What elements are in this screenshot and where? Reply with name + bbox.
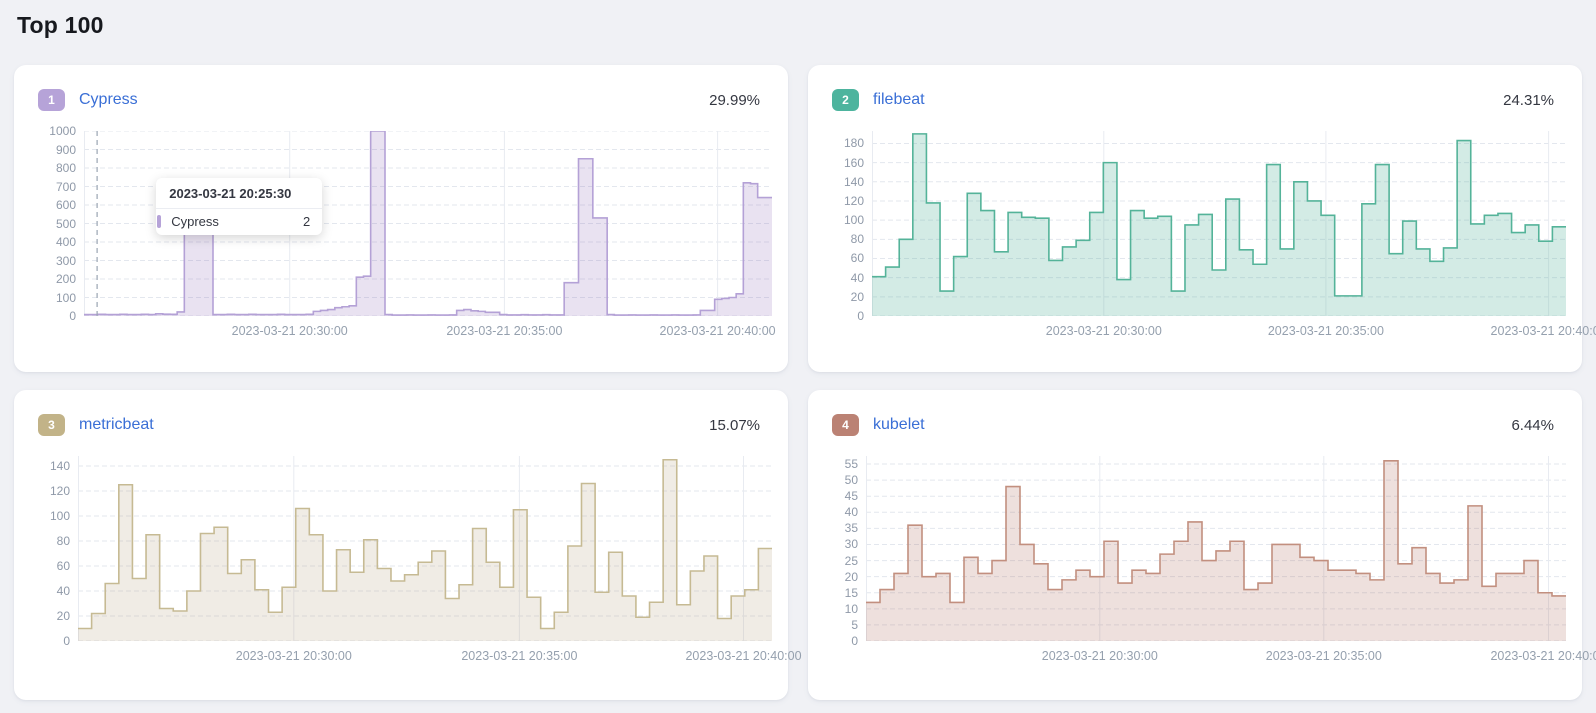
panel-header: 4 kubelet 6.44% — [832, 414, 1566, 436]
chart-panel-filebeat: 2 filebeat 24.31% 0 20 40 60 80 100 120 140 160 1… — [808, 65, 1596, 372]
chart-plot[interactable] — [866, 456, 1566, 641]
chart-panel-cypress: 1 Cypress 29.99% 0 100 200 300 400 500 600 700 8… — [14, 65, 788, 372]
y-axis: 0 20 40 60 80 100 120 140 160 180 — [832, 131, 872, 323]
chart-plot[interactable] — [78, 456, 772, 641]
y-axis: 0 100 200 300 400 500 600 700 800 900 1000 — [38, 124, 84, 323]
y-axis-label: 120 — [49, 484, 70, 498]
dashboard-grid: 1 Cypress 29.99% 0 100 200 300 400 500 600 700 8… — [14, 65, 1596, 700]
x-axis-label: 2023-03-21 20:35:00 — [1267, 324, 1384, 338]
chart-panel-metricbeat: 3 metricbeat 15.07% 0 20 40 60 80 100 120 140 2… — [14, 390, 802, 700]
y-axis-label: 0 — [857, 309, 864, 323]
y-axis-label: 0 — [851, 634, 858, 648]
y-axis: 0 5 10 15 20 25 30 35 40 45 50 55 — [832, 456, 866, 648]
y-axis-label: 40 — [844, 505, 858, 520]
y-axis-label: 10 — [844, 601, 858, 616]
percent-value: 29.99% — [709, 91, 760, 109]
series-link[interactable]: filebeat — [873, 91, 925, 108]
y-axis-label: 140 — [843, 174, 864, 189]
x-axis-label: 2023-03-21 20:30:00 — [231, 324, 348, 338]
chart-plot[interactable]: 2023-03-21 20:25:30 Cypress 2 — [84, 131, 772, 316]
tooltip-series-name: Cypress — [171, 214, 219, 229]
x-axis-label: 2023-03-21 20:40:00 — [1490, 324, 1596, 338]
panel-header: 3 metricbeat 15.07% — [38, 414, 772, 436]
y-axis-label: 55 — [844, 457, 858, 472]
series-link[interactable]: Cypress — [79, 91, 138, 108]
y-axis-label: 1000 — [49, 124, 76, 138]
y-axis-label: 40 — [850, 270, 864, 285]
y-axis-label: 160 — [843, 155, 864, 170]
chart-canvas — [78, 456, 772, 641]
chart-canvas — [866, 456, 1566, 641]
y-axis-label: 800 — [55, 161, 76, 175]
x-axis-label: 2023-03-21 20:30:00 — [1045, 324, 1162, 338]
rank-badge: 1 — [38, 89, 65, 111]
y-axis-label: 0 — [69, 309, 76, 323]
y-axis-label: 20 — [56, 609, 70, 623]
page-title: Top 100 — [17, 12, 104, 38]
tooltip-series-swatch — [157, 215, 162, 228]
y-axis-label: 80 — [56, 534, 70, 548]
y-axis: 0 20 40 60 80 100 120 140 — [38, 456, 78, 648]
x-axis-label: 2023-03-21 20:35:00 — [446, 324, 563, 338]
y-axis-label: 900 — [55, 142, 76, 157]
y-axis-label: 100 — [843, 213, 864, 228]
tooltip-series-row: Cypress 2 — [156, 209, 322, 235]
panel-header: 1 Cypress 29.99% — [38, 89, 772, 111]
chart-tooltip: 2023-03-21 20:25:30 Cypress 2 — [156, 178, 323, 235]
y-axis-label: 140 — [49, 459, 70, 473]
y-axis-label: 100 — [49, 509, 70, 523]
x-axis: 2023-03-21 20:30:00 2023-03-21 20:35:00 20… — [872, 316, 1596, 342]
chart-plot[interactable] — [872, 131, 1566, 316]
x-axis-label: 2023-03-21 20:30:00 — [235, 649, 352, 663]
tooltip-timestamp: 2023-03-21 20:25:30 — [156, 178, 323, 209]
y-axis-label: 300 — [55, 253, 76, 268]
y-axis-label: 20 — [844, 569, 858, 584]
tooltip-series-value: 2 — [303, 214, 311, 229]
y-axis-label: 50 — [844, 473, 858, 488]
percent-value: 15.07% — [709, 416, 760, 434]
series-link[interactable]: kubelet — [873, 416, 925, 433]
x-axis-label: 2023-03-21 20:30:00 — [1041, 649, 1158, 663]
x-axis-label: 2023-03-21 20:40:00 — [659, 324, 776, 338]
x-axis-label: 2023-03-21 20:35:00 — [461, 649, 578, 663]
y-axis-label: 60 — [850, 251, 864, 266]
percent-value: 24.31% — [1503, 91, 1554, 109]
x-axis: 2023-03-21 20:30:00 2023-03-21 20:35:00 20… — [78, 641, 802, 667]
series-link[interactable]: metricbeat — [79, 416, 154, 433]
x-axis-label: 2023-03-21 20:40:00 — [1490, 649, 1596, 663]
y-axis-label: 80 — [850, 232, 864, 247]
y-axis-label: 100 — [55, 290, 76, 305]
x-axis: 2023-03-21 20:30:00 2023-03-21 20:35:00 20… — [866, 641, 1596, 667]
y-axis-label: 200 — [55, 272, 76, 286]
y-axis-label: 35 — [844, 521, 858, 536]
x-axis-label: 2023-03-21 20:40:00 — [685, 649, 802, 663]
panel-header: 2 filebeat 24.31% — [832, 89, 1566, 111]
x-axis: 2023-03-21 20:30:00 2023-03-21 20:35:00 20… — [84, 316, 776, 342]
y-axis-label: 500 — [55, 216, 76, 231]
y-axis-label: 700 — [55, 179, 76, 194]
y-axis-label: 0 — [63, 634, 70, 648]
chart-panel-kubelet: 4 kubelet 6.44% 0 5 10 15 20 25 30 35 40 45 50 55 2… — [808, 390, 1596, 700]
y-axis-label: 30 — [844, 537, 858, 552]
y-axis-label: 5 — [851, 617, 858, 632]
rank-badge: 2 — [832, 89, 859, 111]
rank-badge: 3 — [38, 414, 65, 436]
y-axis-label: 120 — [843, 193, 864, 208]
x-axis-label: 2023-03-21 20:35:00 — [1265, 649, 1382, 663]
chart-canvas — [872, 131, 1566, 316]
y-axis-label: 600 — [55, 198, 76, 212]
y-axis-label: 25 — [844, 553, 858, 568]
y-axis-label: 400 — [55, 235, 76, 249]
rank-badge: 4 — [832, 414, 859, 436]
y-axis-label: 45 — [844, 489, 858, 504]
percent-value: 6.44% — [1511, 416, 1554, 434]
y-axis-label: 180 — [843, 136, 864, 151]
y-axis-label: 40 — [56, 584, 70, 598]
y-axis-label: 60 — [56, 559, 70, 573]
y-axis-label: 20 — [850, 289, 864, 304]
y-axis-label: 15 — [844, 585, 858, 600]
